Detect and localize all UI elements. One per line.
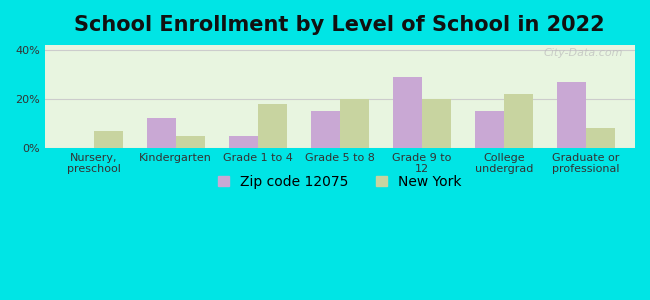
Bar bbox=[229, 136, 258, 148]
Text: City-Data.com: City-Data.com bbox=[543, 48, 623, 58]
Bar bbox=[557, 82, 586, 148]
Bar bbox=[147, 118, 176, 148]
Bar bbox=[94, 131, 122, 148]
Bar bbox=[422, 99, 450, 148]
Bar bbox=[475, 111, 504, 148]
Bar bbox=[340, 99, 369, 148]
Bar bbox=[393, 77, 422, 148]
Bar bbox=[258, 104, 287, 148]
Legend: Zip code 12075, New York: Zip code 12075, New York bbox=[212, 169, 467, 194]
Bar bbox=[311, 111, 340, 148]
Title: School Enrollment by Level of School in 2022: School Enrollment by Level of School in … bbox=[75, 15, 605, 35]
Bar bbox=[176, 136, 205, 148]
Bar bbox=[504, 94, 532, 148]
Bar bbox=[586, 128, 614, 148]
